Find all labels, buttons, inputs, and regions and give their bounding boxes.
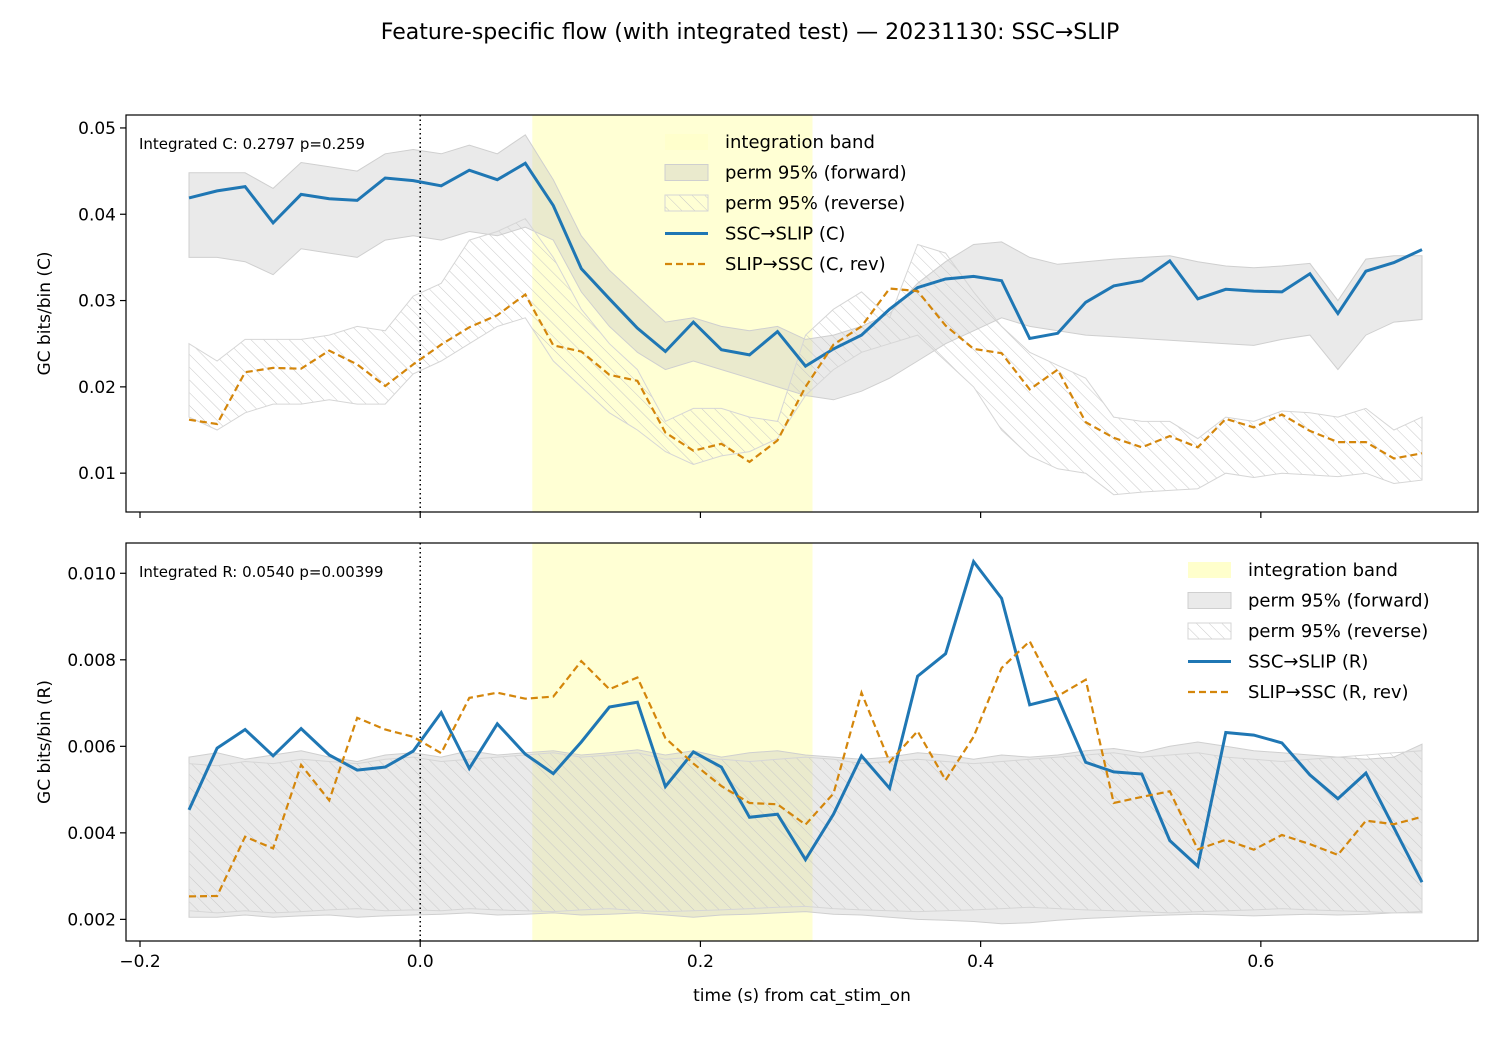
bottom-legend-swatch-reverse <box>1187 622 1232 640</box>
bottom-legend-label: SLIP→SSC (R, rev) <box>1248 682 1409 703</box>
top-panel: 0.01 0.02 0.03 0.04 0.05 GC bits/bin (C) Integ… <box>35 114 1479 518</box>
top-legend-label: perm 95% (reverse) <box>725 193 905 214</box>
top-perm-reverse-band <box>188 217 1423 496</box>
bottom-legend-label: integration band <box>1248 560 1398 581</box>
figure-title: Feature-specific flow (with integrated t… <box>381 20 1119 45</box>
bottom-x-tick-label: 0.0 <box>407 952 434 972</box>
bottom-y-tick-label: 0.002 <box>67 910 116 930</box>
bottom-x-tick-label: 0.2 <box>687 952 714 972</box>
top-y-axis-label: GC bits/bin (C) <box>35 251 55 375</box>
bottom-y-tick-label: 0.006 <box>67 737 116 757</box>
bottom-legend-swatch-forward <box>1187 592 1232 609</box>
bottom-y-tick-label: 0.004 <box>67 824 116 844</box>
bottom-integrated-annotation: Integrated R: 0.0540 p=0.00399 <box>139 563 383 581</box>
top-y-tick-label: 0.03 <box>78 292 116 312</box>
bottom-plot-area <box>187 543 1424 941</box>
bottom-y-tick-label: 0.010 <box>67 564 116 584</box>
top-legend-swatch-forward <box>664 164 709 181</box>
top-series-line-reverse <box>188 287 1423 464</box>
top-legend-label: perm 95% (forward) <box>725 163 907 184</box>
top-y-tick-label: 0.02 <box>78 378 116 398</box>
top-y-tick-label: 0.05 <box>78 119 116 139</box>
bottom-y-tick-label: 0.008 <box>67 651 116 671</box>
top-perm-forward-band <box>188 134 1423 401</box>
top-legend-label: integration band <box>725 132 875 153</box>
bottom-panel: −0.2 0.0 0.2 0.4 0.6 0.002 0.004 0.006 0.008 0.01… <box>35 542 1479 972</box>
bottom-legend-label: SSC→SLIP (R) <box>1248 652 1368 673</box>
top-axes-frame <box>125 114 1479 513</box>
bottom-x-tick-label: 0.6 <box>1247 952 1274 972</box>
bottom-legend: integration band perm 95% (forward) perm 9… <box>1187 560 1430 703</box>
top-plot-area <box>188 115 1423 512</box>
bottom-series-line-forward <box>187 558 1424 883</box>
bottom-axes-frame <box>125 542 1479 942</box>
top-legend-swatch-reverse <box>664 194 709 212</box>
top-legend-swatch-band <box>665 134 708 150</box>
x-axis-label: time (s) from cat_stim_on <box>693 986 911 1006</box>
bottom-x-tick-label: 0.4 <box>967 952 994 972</box>
top-legend: integration band perm 95% (forward) perm 9… <box>664 132 907 275</box>
bottom-legend-label: perm 95% (forward) <box>1248 591 1430 612</box>
top-y-tick-label: 0.01 <box>78 464 116 484</box>
bottom-y-axis-label: GC bits/bin (R) <box>35 680 55 804</box>
top-y-tick-label: 0.04 <box>78 205 116 225</box>
bottom-perm-reverse-band <box>188 750 1423 914</box>
top-series-line-forward <box>188 161 1423 369</box>
top-legend-label: SSC→SLIP (C) <box>725 224 845 245</box>
top-integrated-annotation: Integrated C: 0.2797 p=0.259 <box>139 135 365 153</box>
bottom-legend-label: perm 95% (reverse) <box>1248 621 1428 642</box>
bottom-legend-swatch-band <box>1188 562 1231 578</box>
bottom-x-tick-label: −0.2 <box>119 952 160 972</box>
top-legend-label: SLIP→SSC (C, rev) <box>725 254 886 275</box>
